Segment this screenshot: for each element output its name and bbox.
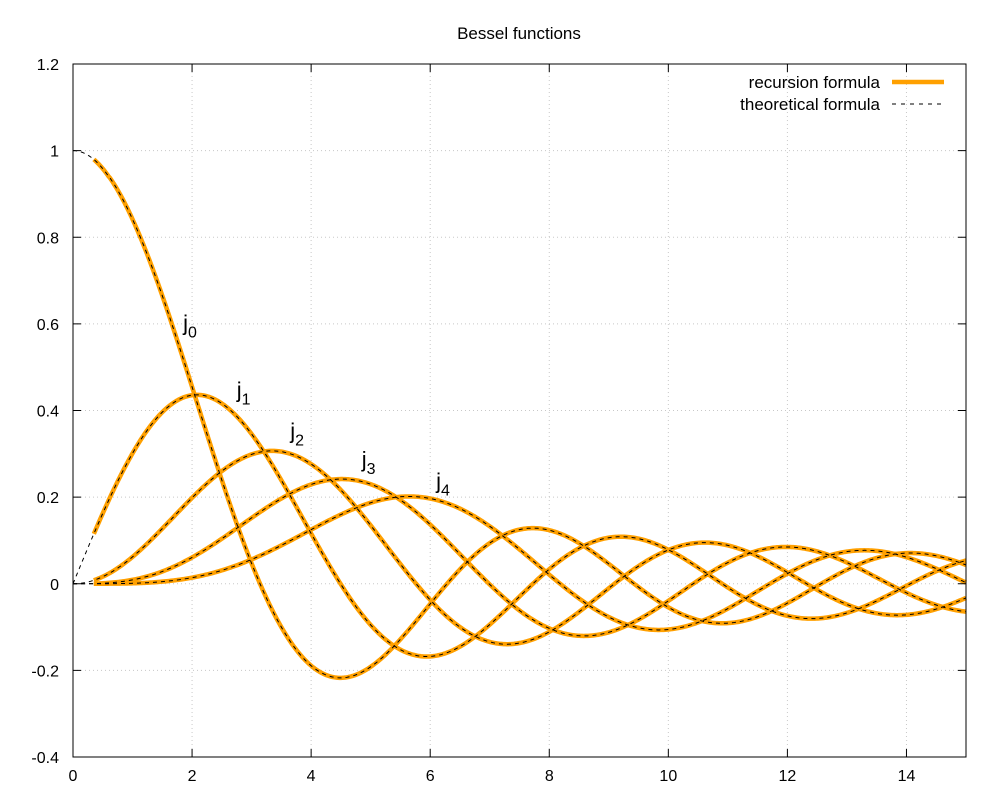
theoretical-curve-j4 <box>73 495 967 631</box>
axis-ticks: 0 2 4 6 8 10 12 14-0.4-0.200.20.40.60.811.2 <box>31 57 966 785</box>
curve-label-subscript: 0 <box>188 324 197 341</box>
curve-label-subscript: 3 <box>367 461 376 478</box>
y-tick-label: -0.2 <box>31 663 59 680</box>
plot-frame <box>72 63 967 758</box>
legend-label: theoretical formula <box>740 95 880 114</box>
x-tick-label: 8 <box>545 768 554 785</box>
y-tick-label: 1.2 <box>37 57 59 74</box>
curve-label-subscript: 1 <box>242 392 251 409</box>
curve-label-j4: j4 <box>435 468 450 499</box>
y-tick-label: 0 <box>50 577 59 594</box>
theoretical-curve-j3 <box>73 478 967 637</box>
x-tick-label: 10 <box>659 768 677 785</box>
recursion-curve-j4 <box>93 494 967 633</box>
plot-border <box>72 63 967 758</box>
curve-label-subscript: 2 <box>295 433 304 450</box>
curve-label-j0: j0 <box>182 310 197 341</box>
legend-label: recursion formula <box>749 73 881 92</box>
y-tick-label: 1 <box>50 144 59 161</box>
y-tick-label: 0.6 <box>37 317 59 334</box>
grid-lines <box>73 64 966 757</box>
curve-label-subscript: 4 <box>441 482 450 499</box>
legend: recursion formula theoretical formula <box>740 73 944 114</box>
x-tick-label: 0 <box>69 768 78 785</box>
x-tick-label: 2 <box>188 768 197 785</box>
x-tick-label: 12 <box>779 768 797 785</box>
theoretical-curve-j0 <box>72 150 967 679</box>
y-tick-label: 0.8 <box>37 230 59 247</box>
plot-curves <box>72 150 967 681</box>
chart-title: Bessel functions <box>457 24 581 43</box>
curve-label-j2: j2 <box>289 419 304 450</box>
curve-label-base: j <box>236 378 242 403</box>
curve-label-j3: j3 <box>361 447 376 478</box>
curve-label-base: j <box>289 419 295 444</box>
curve-label-base: j <box>361 447 367 472</box>
x-tick-label: 14 <box>898 768 916 785</box>
x-tick-label: 6 <box>426 768 435 785</box>
curve-label-base: j <box>182 310 188 335</box>
curve-label-base: j <box>435 468 441 493</box>
y-tick-label: 0.4 <box>37 404 59 421</box>
y-tick-label: -0.4 <box>31 750 59 767</box>
x-tick-label: 4 <box>307 768 316 785</box>
curve-label-j1: j1 <box>236 378 251 409</box>
y-tick-label: 0.2 <box>37 490 59 507</box>
